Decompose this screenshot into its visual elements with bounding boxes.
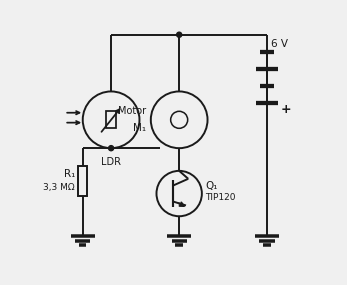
Bar [106,111,117,128]
Circle shape [109,146,114,151]
Text: Q₁: Q₁ [205,182,218,192]
Bar [78,166,87,196]
Text: TIP120: TIP120 [205,193,236,202]
Text: 3,3 MΩ: 3,3 MΩ [43,183,75,192]
Text: LDR: LDR [101,157,121,167]
Circle shape [177,32,182,37]
Text: M₁: M₁ [134,123,146,133]
Text: Motor: Motor [118,106,146,116]
Text: 6 V: 6 V [271,39,288,49]
Text: R₁: R₁ [64,169,75,179]
Text: +: + [281,103,291,116]
